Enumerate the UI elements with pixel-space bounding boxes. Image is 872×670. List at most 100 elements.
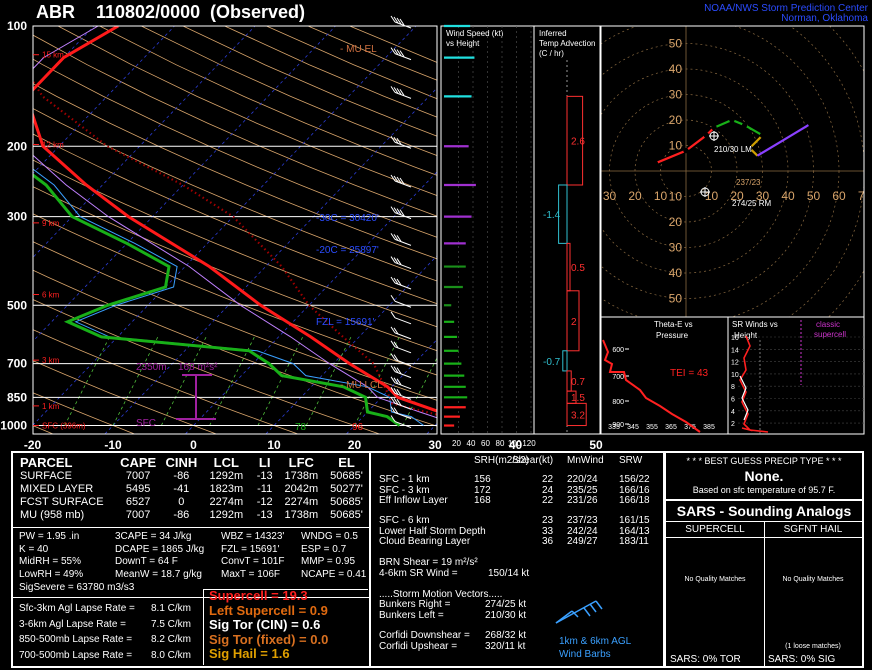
- advection-value: -1.4: [543, 210, 561, 221]
- parcel-cell: 50685': [330, 470, 363, 482]
- kin-cell: 156: [474, 474, 491, 485]
- mixing-ratio-line: [64, 336, 110, 426]
- composite-box: [203, 589, 368, 665]
- wind-speed-tick: 100: [508, 439, 522, 448]
- wind-speed-tick: 40: [467, 439, 476, 448]
- dry-adiabat: [33, 186, 437, 352]
- dry-adiabat: [33, 58, 437, 238]
- theta-e-x-tick: 375: [684, 424, 696, 431]
- kin-cell: Cloud Bearing Layer: [379, 536, 471, 547]
- wind-barb-flag: [396, 88, 402, 95]
- advection-title-3: (C / hr): [539, 49, 564, 58]
- agl-caption-1: 1km & 6km AGL: [559, 636, 632, 647]
- wind-barb-flag: [393, 407, 399, 414]
- hodo-x-tick: 10: [654, 189, 668, 203]
- station-label: ABR: [36, 2, 75, 22]
- temp-tick-label: 10: [267, 438, 281, 452]
- pressure-tick-label: 200: [7, 139, 27, 153]
- motion-value: 320/11 kt: [485, 640, 526, 652]
- minus30-label: -30C = 30420': [316, 213, 379, 224]
- height-label: 15 km: [42, 51, 64, 60]
- wind-barb-flag: [393, 234, 399, 241]
- sars-loose: (1 loose matches): [785, 643, 841, 650]
- dry-adiabat: [33, 241, 437, 401]
- wind-barb-flag: [390, 326, 396, 334]
- dry-adiabat: [33, 34, 437, 217]
- kin-header: SRH(m2/s2): [474, 455, 530, 466]
- brn-label: BRN Shear = 19 m²/s²: [379, 557, 478, 568]
- wind-barb-flag: [393, 377, 399, 385]
- isotherm: [33, 26, 256, 258]
- wind-barb-flag: [390, 86, 396, 93]
- index-cell: LowRH = 49%: [19, 568, 84, 580]
- parcel-header: LCL: [213, 455, 239, 470]
- wind-barb-flag: [396, 17, 402, 25]
- hgt-2350-label: 2350m: [136, 362, 167, 373]
- kin-cell: 24: [542, 484, 554, 496]
- sig-tor-fixed-label: Sig Tor (fixed) = 0.0: [209, 631, 329, 647]
- index-cell: DCAPE = 1865 J/kg: [115, 543, 205, 555]
- hodograph-point: [711, 124, 717, 131]
- isotherm: [104, 87, 437, 434]
- lapse-divider: [13, 597, 369, 598]
- parcel-row: MU (958 mb) 7007 -86 1292m -13 1738m 50685': [17, 509, 369, 522]
- kin-cell: 231/26: [567, 495, 598, 506]
- precip-note: Based on sfc temperature of 95.7 F.: [692, 485, 836, 495]
- wind-barb-flag: [393, 175, 399, 183]
- wind-barb-flag: [393, 257, 399, 264]
- wetbulb-trace: [33, 168, 424, 426]
- kin-cell: 161/15: [619, 515, 650, 526]
- dry-adiabat: [33, 213, 437, 376]
- isotherm: [33, 26, 417, 426]
- parcel-cell: -86: [173, 470, 190, 482]
- parcel-header: CAPE: [120, 455, 157, 470]
- wind-barb-flag: [393, 388, 399, 395]
- height-label: 12 km: [42, 141, 64, 150]
- theta-e-x-tick: 385: [703, 424, 715, 431]
- t-sfc-label: 96: [352, 422, 364, 433]
- motion-value: 268/32 kt: [485, 630, 527, 641]
- wind-speed-tick: 120: [522, 439, 536, 448]
- dry-adiabat: [33, 83, 437, 260]
- theta-e-p-tick: 800: [612, 399, 624, 406]
- wind-barb-flag: [390, 353, 396, 360]
- wind-barb-flag: [396, 49, 402, 56]
- sr-wind-trace: [739, 335, 753, 432]
- sr-winds-title-1: SR Winds vs: [732, 320, 778, 329]
- index-cell: WNDG = 0.5: [301, 531, 358, 542]
- kin-cell: 249/27: [567, 536, 598, 547]
- lapse-label: 3-6km Agl Lapse Rate =: [19, 618, 127, 630]
- hodo-y-tick: 40: [669, 62, 683, 76]
- temp-tick-label: 0: [190, 438, 197, 452]
- wind-barb-flag: [396, 176, 402, 184]
- advection-title-2: Temp Advection: [539, 39, 595, 48]
- index-cell: FZL = 15691': [221, 543, 280, 555]
- kin-cell: 183/11: [619, 536, 649, 547]
- sars-col-underline: [666, 537, 862, 538]
- sars-panel: SARS - Sounding Analogs SUPERCELL SGFNT …: [664, 499, 864, 668]
- wind-barb-flag: [396, 389, 402, 396]
- advection-bar: [558, 184, 568, 244]
- parcel-cell: MU (958 mb): [20, 509, 85, 521]
- hodograph-point: [652, 160, 659, 167]
- hodo-x-tick: 50: [807, 189, 821, 203]
- lapse-value: 8.2 C/km: [151, 634, 192, 645]
- height-label: 9 km: [42, 219, 60, 228]
- index-cell: MeanW = 18.7 g/kg: [115, 568, 202, 580]
- parcel-cell: 50277': [330, 483, 363, 495]
- time-label: 110802/0000: [96, 2, 200, 22]
- theta-e-x-tick: 345: [627, 424, 639, 431]
- kin-cell: Lower Half Storm Depth: [379, 525, 486, 537]
- wind-barb-flag: [390, 406, 396, 413]
- sr-y-tick: 10: [731, 372, 739, 379]
- parcel-row: FCST SURFACE 6527 0 2274m -12 2274m 50685': [17, 496, 369, 509]
- advection-bar: [566, 402, 587, 427]
- parcel-cell: -12: [256, 496, 273, 508]
- theta-e-p-tick: 700: [612, 374, 624, 381]
- srh-168-label: 168 m²s²: [178, 362, 218, 373]
- wind-barb-flag: [396, 398, 402, 406]
- pressure-tick-label: 100: [7, 19, 27, 33]
- dry-adiabat: [33, 133, 437, 305]
- kin-cell: 164/13: [619, 525, 650, 537]
- mixing-ratio-line: [257, 336, 304, 426]
